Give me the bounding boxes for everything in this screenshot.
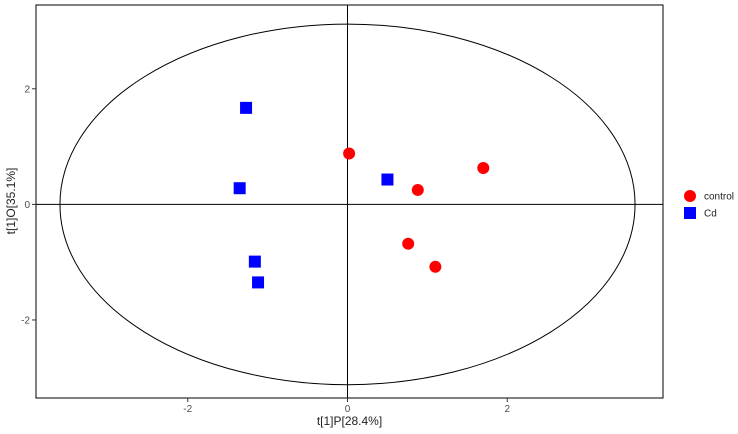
x-tick-label: -2	[183, 404, 192, 415]
plot-panel	[35, 4, 664, 399]
point-cd	[248, 255, 261, 268]
x-tick-label: 0	[345, 404, 351, 415]
point-cd	[240, 101, 253, 114]
point-control	[411, 183, 424, 196]
legend-key-control	[684, 190, 696, 202]
y-tick-label: 2	[24, 84, 30, 95]
y-tick-label: -2	[21, 315, 30, 326]
point-control	[343, 147, 356, 160]
point-cd	[252, 276, 265, 289]
point-control	[429, 260, 442, 273]
legend-label: Cd	[704, 209, 717, 220]
y-axis-label: t[1]O[35.1%]	[4, 168, 18, 235]
legend-key-cd	[684, 207, 696, 219]
point-control	[402, 237, 415, 250]
point-cd	[381, 173, 394, 186]
legend: control Cd	[684, 190, 734, 220]
point-cd	[233, 182, 246, 195]
point-control	[477, 161, 490, 174]
y-tick-label: 0	[24, 200, 30, 211]
x-axis-label: t[1]P[28.4%]	[317, 414, 382, 428]
legend-label: control	[704, 192, 734, 203]
x-tick-label: 2	[504, 404, 510, 415]
